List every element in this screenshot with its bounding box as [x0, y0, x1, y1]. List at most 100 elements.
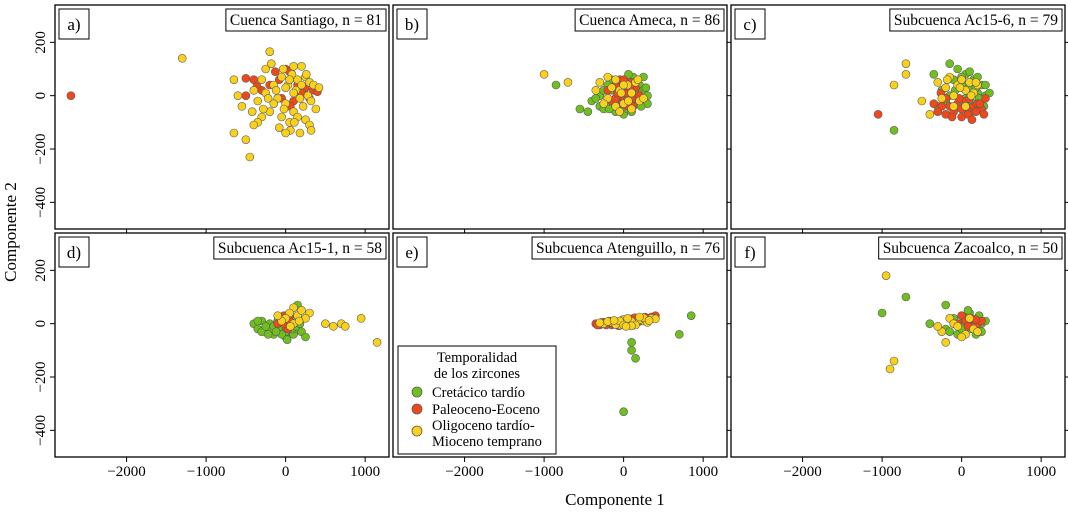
panel-frame — [730, 4, 1066, 230]
legend-item-paleoceno: Paleoceno-Eoceno — [432, 402, 540, 418]
data-point — [603, 72, 613, 82]
data-point — [247, 107, 257, 116]
data-point — [249, 86, 259, 95]
data-point — [321, 319, 330, 328]
data-point — [66, 91, 76, 100]
panel-letter: e) — [405, 243, 418, 262]
y-tick-label: −400 — [33, 187, 49, 218]
data-point — [949, 91, 958, 100]
data-point — [933, 78, 943, 87]
data-point — [306, 126, 316, 135]
data-point — [233, 91, 243, 100]
data-point — [889, 356, 899, 366]
data-point — [937, 94, 947, 103]
x-axis-title: Componente 1 — [565, 490, 665, 509]
panel-letter-box — [734, 8, 766, 40]
data-point — [289, 62, 298, 71]
data-point — [591, 94, 601, 103]
data-point — [933, 322, 943, 331]
data-point — [551, 80, 561, 90]
panel-title-box — [213, 236, 387, 260]
data-points — [249, 300, 382, 347]
legend-item-oligoceno-line2: Mioceno temprano — [432, 434, 542, 450]
data-point — [607, 83, 616, 92]
data-point — [971, 78, 981, 87]
x-tick-label: −1000 — [525, 464, 563, 480]
data-point — [945, 59, 954, 68]
panel: −2000 −1000 0 1000 f) Subcuenca Zacoalco, n =… — [730, 232, 1068, 480]
red-circle-icon — [411, 403, 423, 415]
data-point — [621, 322, 631, 331]
data-point — [961, 102, 970, 111]
data-point — [981, 80, 990, 90]
data-point — [966, 91, 976, 100]
data-point — [245, 152, 255, 162]
data-point — [229, 75, 239, 84]
data-point — [686, 311, 696, 320]
data-point — [257, 75, 267, 84]
data-point — [635, 312, 644, 322]
panel-title-box — [225, 8, 387, 32]
x-tick-label: −2000 — [783, 464, 821, 480]
data-point — [973, 327, 982, 336]
data-point — [627, 338, 636, 347]
data-point — [639, 94, 648, 103]
panel-letter-box — [396, 8, 428, 40]
data-point — [263, 94, 273, 103]
data-point — [297, 62, 306, 71]
panel-title-box — [889, 8, 1063, 32]
data-point — [611, 75, 620, 84]
panel-title-box — [878, 236, 1063, 260]
data-point — [981, 94, 990, 103]
data-point — [237, 102, 247, 111]
x-tick-label: −1000 — [863, 464, 901, 480]
data-point — [290, 118, 299, 127]
data-points — [66, 47, 324, 162]
data-point — [877, 308, 887, 318]
panel-letter-box — [58, 8, 90, 40]
data-point — [286, 322, 295, 331]
panel-letter: a) — [67, 15, 80, 34]
panel: −400 −200 0 200 a) Cuenca Santiago, n = 81 — [33, 4, 390, 234]
data-point — [953, 64, 962, 74]
data-point — [575, 104, 585, 114]
data-point — [277, 112, 286, 122]
green-circle-icon — [411, 386, 423, 398]
y-axis-title: Componente 2 — [1, 182, 20, 282]
data-point — [298, 102, 308, 111]
panel-title-box — [531, 236, 725, 260]
data-point — [241, 135, 251, 144]
data-point — [971, 107, 981, 116]
data-point — [295, 94, 305, 103]
data-point — [929, 99, 939, 108]
data-point — [595, 78, 605, 87]
data-point — [641, 83, 651, 92]
data-point — [901, 292, 911, 302]
panel-title-box — [574, 8, 725, 32]
panel-frame — [54, 232, 390, 458]
data-point — [340, 322, 350, 331]
legend: Temporalidad de los zircones Cretácico t… — [397, 345, 557, 455]
data-point — [278, 64, 288, 74]
data-point — [311, 104, 321, 114]
data-point — [297, 80, 306, 90]
data-point — [925, 110, 935, 119]
data-point — [306, 96, 316, 106]
panel-title: Subcuenca Atenguillo, n = 76 — [536, 240, 720, 257]
data-point — [943, 75, 952, 84]
data-point — [901, 70, 911, 79]
x-tick-label: 1000 — [350, 464, 380, 480]
data-point — [269, 99, 278, 108]
data-point — [263, 330, 273, 339]
data-point — [624, 96, 633, 106]
data-point — [925, 319, 935, 328]
x-tick-label: −1000 — [187, 464, 225, 480]
data-point — [273, 311, 282, 320]
data-point — [282, 335, 292, 344]
data-point — [329, 322, 338, 331]
data-points — [591, 311, 696, 416]
data-point — [616, 88, 626, 98]
